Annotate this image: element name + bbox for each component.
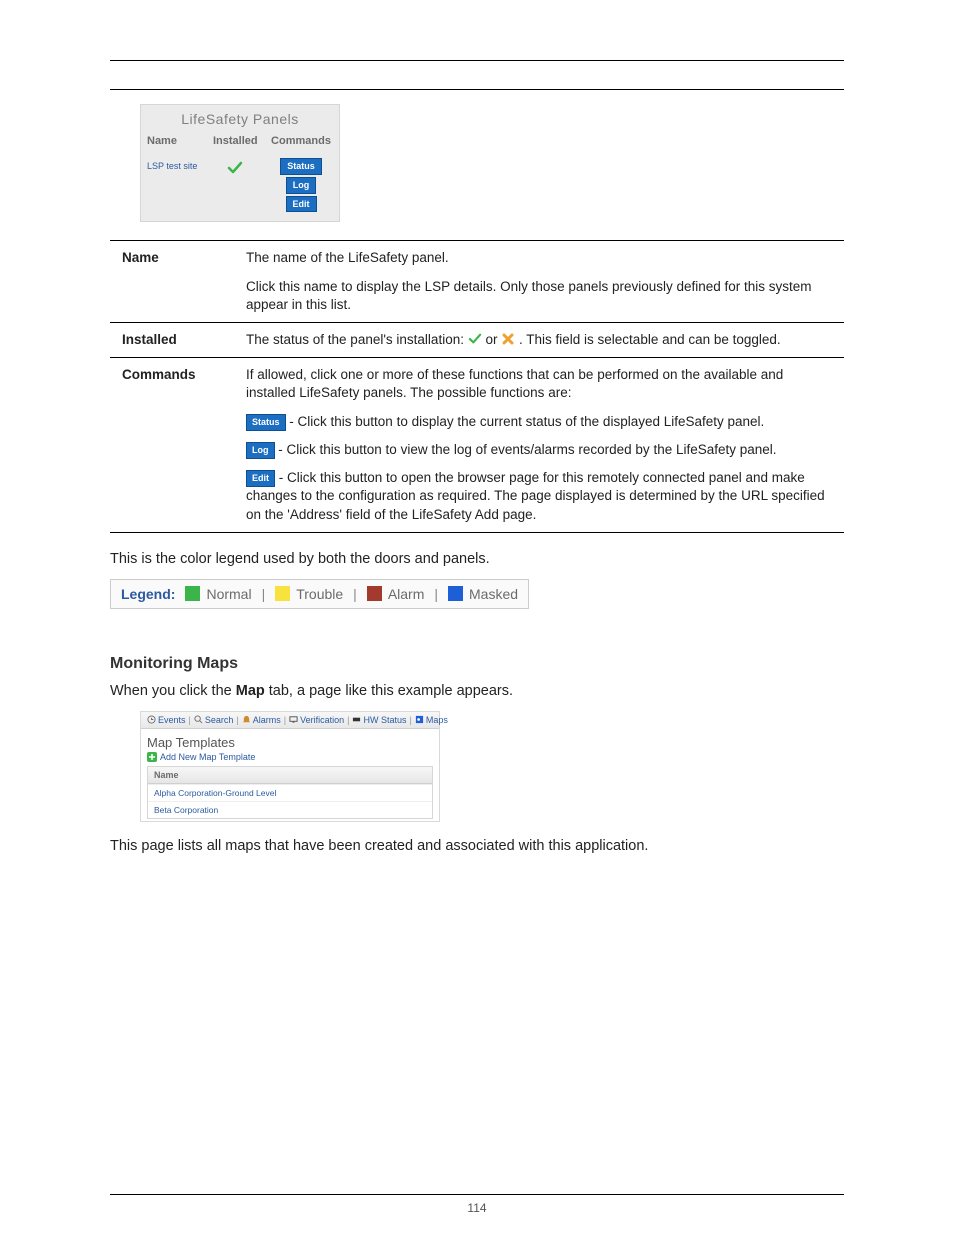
tab-separator: | [347, 715, 349, 725]
def-term-name: Name [110, 241, 240, 323]
lsp-row-installed-toggle[interactable] [207, 151, 263, 221]
def-name-p1: The name of the LifeSafety panel. [246, 249, 834, 267]
legend-intro-paragraph: This is the color legend used by both th… [110, 551, 844, 567]
legend-swatch-masked [448, 586, 463, 601]
tab-separator: | [189, 715, 191, 725]
lsp-col-name: Name [141, 131, 207, 151]
map-templates-title: Map Templates [147, 735, 433, 750]
def-term-installed: Installed [110, 323, 240, 358]
lsp-figure-title: LifeSafety Panels [141, 105, 339, 131]
legend-swatch-trouble [275, 586, 290, 601]
bell-icon [242, 715, 251, 724]
tab-verification-label: Verification [300, 715, 344, 725]
legend-swatch-normal [185, 586, 200, 601]
tab-hw-status[interactable]: HW Status [352, 715, 406, 725]
hardware-icon [352, 715, 361, 724]
def-desc-name: The name of the LifeSafety panel. Click … [240, 241, 844, 323]
plus-icon [147, 752, 157, 762]
def-name-p2: Click this name to display the LSP detai… [246, 278, 834, 314]
map-icon [415, 715, 424, 724]
legend-label: Legend: [121, 586, 175, 602]
search-icon [194, 715, 203, 724]
legend-text-trouble: Trouble [296, 586, 343, 602]
def-commands-status-text: - Click this button to display the curre… [289, 414, 764, 429]
inline-edit-button[interactable]: Edit [246, 470, 275, 487]
field-definition-table: Name The name of the LifeSafety panel. C… [110, 240, 844, 532]
cross-icon [501, 332, 515, 346]
table-row: Commands If allowed, click one or more o… [110, 358, 844, 533]
map-list-row-link[interactable]: Beta Corporation [148, 801, 432, 818]
tab-events-label: Events [158, 715, 186, 725]
def-desc-commands: If allowed, click one or more of these f… [240, 358, 844, 533]
tab-separator: | [236, 715, 238, 725]
legend-text-alarm: Alarm [388, 586, 425, 602]
legend-separator: | [262, 586, 266, 602]
def-desc-installed: The status of the panel's installation: … [240, 323, 844, 358]
inline-status-button[interactable]: Status [246, 414, 286, 431]
legend-box: Legend: Normal | Trouble | Alarm | Maske… [110, 579, 529, 609]
tab-alarms[interactable]: Alarms [242, 715, 281, 725]
map-templates-list: Name Alpha Corporation-Ground Level Beta… [147, 766, 433, 819]
monitoring-intro-pre: When you click the [110, 683, 236, 699]
checkmark-icon [227, 161, 243, 175]
map-list-row-link[interactable]: Alpha Corporation-Ground Level [148, 784, 432, 801]
add-map-template-link[interactable]: Add New Map Template [147, 752, 255, 762]
def-installed-prefix: The status of the panel's installation: [246, 332, 468, 347]
content-top-rule [110, 89, 844, 90]
clock-icon [147, 715, 156, 724]
lsp-col-installed: Installed [207, 131, 263, 151]
inline-log-button[interactable]: Log [246, 442, 275, 459]
lifesafety-panels-figure: LifeSafety Panels Name Installed Command… [140, 104, 340, 222]
page-number: 114 [110, 1201, 844, 1215]
checkmark-icon [468, 333, 482, 345]
legend-text-masked: Masked [469, 586, 518, 602]
legend-separator: | [353, 586, 357, 602]
tab-separator: | [409, 715, 411, 725]
legend-separator: | [434, 586, 438, 602]
def-installed-suffix: . This field is selectable and can be to… [519, 332, 781, 347]
lsp-col-commands: Commands [263, 131, 339, 151]
def-commands-edit-text: - Click this button to open the browser … [246, 470, 825, 521]
tab-verification[interactable]: Verification [289, 715, 344, 725]
map-outro-paragraph: This page lists all maps that have been … [110, 838, 844, 854]
tab-search-label: Search [205, 715, 234, 725]
monitoring-intro-paragraph: When you click the Map tab, a page like … [110, 683, 844, 699]
lsp-log-button[interactable]: Log [286, 177, 317, 194]
map-list-column-name: Name [148, 767, 432, 784]
add-map-template-label: Add New Map Template [160, 752, 255, 762]
map-tabs-bar: Events | Search | Alarms | Verification … [141, 712, 439, 729]
def-commands-log-text: - Click this button to view the log of e… [278, 442, 776, 457]
map-templates-figure: Events | Search | Alarms | Verification … [140, 711, 440, 822]
def-installed-mid: or [485, 332, 501, 347]
monitor-icon [289, 715, 298, 724]
def-term-commands: Commands [110, 358, 240, 533]
page-top-rule [110, 60, 844, 61]
lsp-status-button[interactable]: Status [280, 158, 322, 175]
tab-maps[interactable]: Maps [415, 715, 448, 725]
tab-events[interactable]: Events [147, 715, 186, 725]
lsp-row-name-link[interactable]: LSP test site [141, 151, 207, 221]
tab-alarms-label: Alarms [253, 715, 281, 725]
monitoring-intro-bold: Map [236, 683, 265, 699]
legend-swatch-alarm [367, 586, 382, 601]
lsp-edit-button[interactable]: Edit [286, 196, 317, 213]
def-commands-intro: If allowed, click one or more of these f… [246, 366, 834, 402]
tab-search[interactable]: Search [194, 715, 234, 725]
tab-separator: | [284, 715, 286, 725]
table-row: Name The name of the LifeSafety panel. C… [110, 241, 844, 323]
footer-rule [110, 1194, 844, 1195]
monitoring-maps-heading: Monitoring Maps [110, 655, 844, 673]
legend-text-normal: Normal [206, 586, 251, 602]
monitoring-intro-post: tab, a page like this example appears. [265, 683, 513, 699]
tab-maps-label: Maps [426, 715, 448, 725]
table-row: Installed The status of the panel's inst… [110, 323, 844, 358]
tab-hw-label: HW Status [363, 715, 406, 725]
